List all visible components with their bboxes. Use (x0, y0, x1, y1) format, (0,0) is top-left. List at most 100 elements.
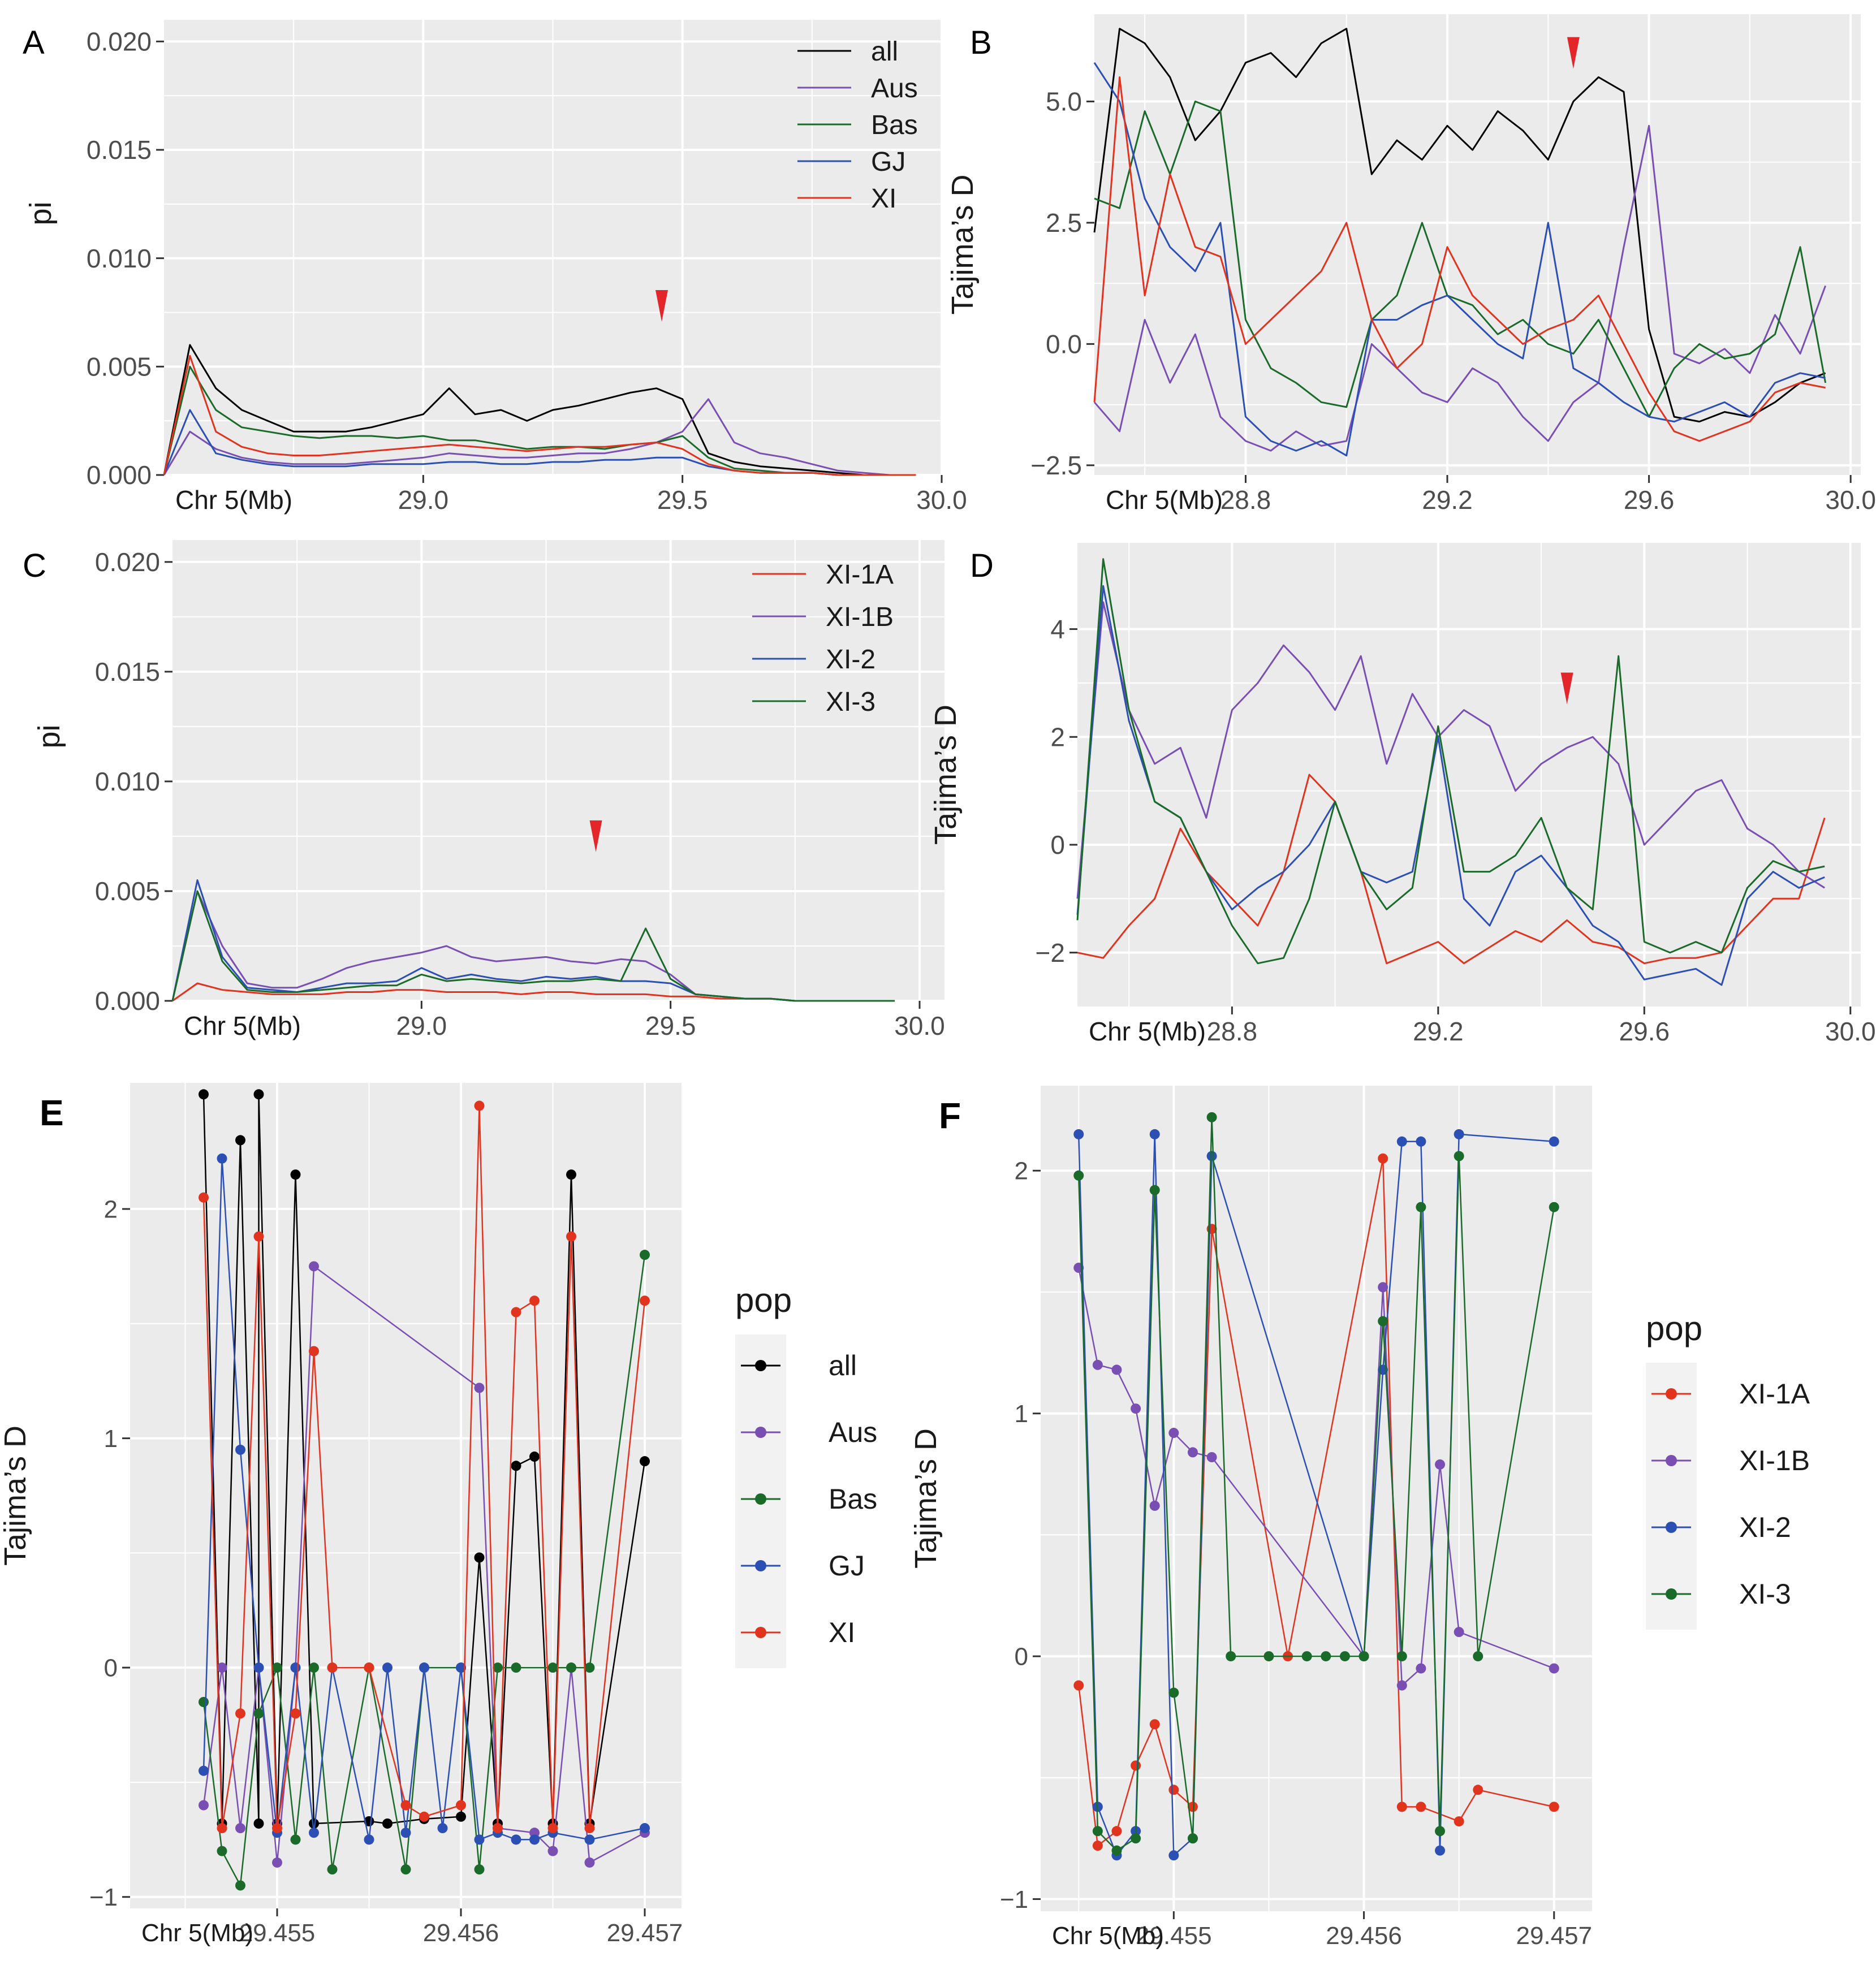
data-point-xi-3 (1111, 1845, 1122, 1856)
y-tick-label: 0.015 (87, 135, 152, 165)
data-point-xi-3 (1131, 1833, 1141, 1844)
data-point-xi-1a (1396, 1802, 1407, 1812)
data-point-xi-2 (1073, 1129, 1084, 1139)
data-point-xi (640, 1295, 650, 1306)
data-point-xi-1a (1378, 1153, 1388, 1164)
series-all (1093, 28, 1826, 423)
series-line-xi (1093, 76, 1826, 442)
series-xi (1093, 76, 1826, 442)
legend-label: XI-1B (826, 602, 894, 632)
data-point-bas (493, 1662, 503, 1673)
data-point-all (474, 1552, 485, 1563)
data-point-xi-3 (1092, 1826, 1103, 1837)
y-tick-label: −1 (1000, 1886, 1028, 1913)
data-point-xi-2 (1396, 1136, 1407, 1147)
data-point-gj (584, 1834, 595, 1845)
series-line-aus (163, 398, 916, 476)
data-point-all (199, 1089, 209, 1100)
series-xi-3 (171, 890, 895, 1002)
y-tick-label: −2 (1036, 938, 1065, 967)
data-point-aus (199, 1800, 209, 1811)
x-tick-label: 29.455 (239, 1919, 316, 1947)
data-point-xi (235, 1708, 245, 1719)
data-point-all (529, 1452, 540, 1462)
series-line-bas (1094, 100, 1827, 418)
data-point-bas (327, 1864, 338, 1875)
data-point-xi-1b (1454, 1627, 1464, 1638)
data-point-xi-3 (1473, 1651, 1483, 1662)
data-point-aus (309, 1261, 319, 1272)
data-point-xi-2 (1549, 1136, 1559, 1147)
data-point-xi-1b (1435, 1459, 1446, 1470)
x-tick-label: 28.8 (1207, 1017, 1258, 1046)
data-point-aus (235, 1823, 245, 1834)
x-tick-label: 29.456 (423, 1919, 499, 1947)
data-point-bas (235, 1880, 245, 1891)
y-tick-label: 0.020 (87, 27, 152, 56)
x-tick-label: 29.456 (1326, 1922, 1402, 1950)
data-point-xi-1b (1416, 1663, 1426, 1674)
panel-letter: E (40, 1092, 64, 1133)
panel-letter: B (970, 24, 992, 61)
data-point-aus (217, 1662, 227, 1673)
data-point-xi-3 (1454, 1151, 1464, 1161)
legend-label: XI-3 (1739, 1578, 1791, 1610)
data-point-xi-1b (1149, 1500, 1160, 1511)
y-tick-label: 1 (1015, 1400, 1028, 1428)
y-tick-label: 0.000 (95, 986, 160, 1016)
y-tick-label: 0.010 (87, 244, 152, 273)
series-xi-3 (1076, 558, 1825, 965)
y-tick-label: −2.5 (1030, 451, 1082, 480)
data-point-xi-1a (1131, 1760, 1141, 1771)
y-tick-label: 1 (104, 1425, 118, 1453)
selection-marker-icon (589, 820, 602, 852)
series-line-xi-3 (1076, 558, 1825, 965)
data-point-gj (253, 1662, 264, 1673)
data-point-bas (474, 1864, 485, 1875)
legend-label: XI-1A (1739, 1378, 1810, 1410)
data-point-aus (474, 1383, 485, 1393)
selection-marker-icon (1560, 672, 1573, 705)
x-tick-label: 29.2 (1422, 485, 1473, 515)
data-point-xi (529, 1295, 540, 1306)
data-point-xi-1b (1131, 1403, 1141, 1414)
data-point-xi-3 (1549, 1202, 1559, 1212)
data-point-xi-1a (1473, 1785, 1483, 1795)
data-point-xi-3 (1301, 1651, 1312, 1662)
legend: XI-1A XI-1B XI-2 XI-3 (752, 560, 894, 717)
y-tick-label: −1 (89, 1884, 118, 1911)
data-point-bas (199, 1697, 209, 1707)
data-point-bas (290, 1834, 301, 1845)
legend-key-dot (755, 1560, 766, 1571)
legend: all Aus Bas GJ XI (797, 37, 918, 214)
data-point-gj (474, 1834, 485, 1845)
data-point-gj (382, 1662, 393, 1673)
y-tick-label: 2 (1050, 722, 1065, 751)
y-tick-label: 0.005 (87, 352, 152, 381)
data-point-all (456, 1811, 466, 1822)
data-point-gj (364, 1834, 374, 1845)
data-point-xi-1b (1549, 1663, 1559, 1674)
data-point-xi-3 (1396, 1651, 1407, 1662)
series-gj (199, 1153, 650, 1845)
y-tick-label: 0.010 (95, 767, 160, 796)
panel-c: 0.000 0.005 0.010 0.015 0.020 29.0 29.5 30.0 Chr… (23, 540, 945, 1040)
panel-letter: F (939, 1095, 961, 1136)
data-point-xi-1a (1092, 1841, 1103, 1851)
legend-key-background (1646, 1363, 1697, 1630)
y-axis-label: Tajima’s D (0, 1426, 32, 1566)
data-point-xi-1b (1168, 1428, 1179, 1439)
data-point-xi (511, 1307, 521, 1318)
series-all (163, 344, 916, 476)
legend-key-dot (1666, 1522, 1677, 1533)
data-point-xi-2 (1168, 1850, 1179, 1861)
data-point-gj (235, 1444, 245, 1455)
data-point-xi-2 (1206, 1151, 1217, 1161)
data-point-bas (272, 1662, 282, 1673)
data-point-xi-1a (1149, 1719, 1160, 1730)
data-point-bas (584, 1662, 595, 1673)
data-point-xi (217, 1823, 227, 1834)
data-point-gj (511, 1834, 521, 1845)
plot-background (1094, 14, 1861, 475)
legend-title: pop (735, 1281, 792, 1319)
